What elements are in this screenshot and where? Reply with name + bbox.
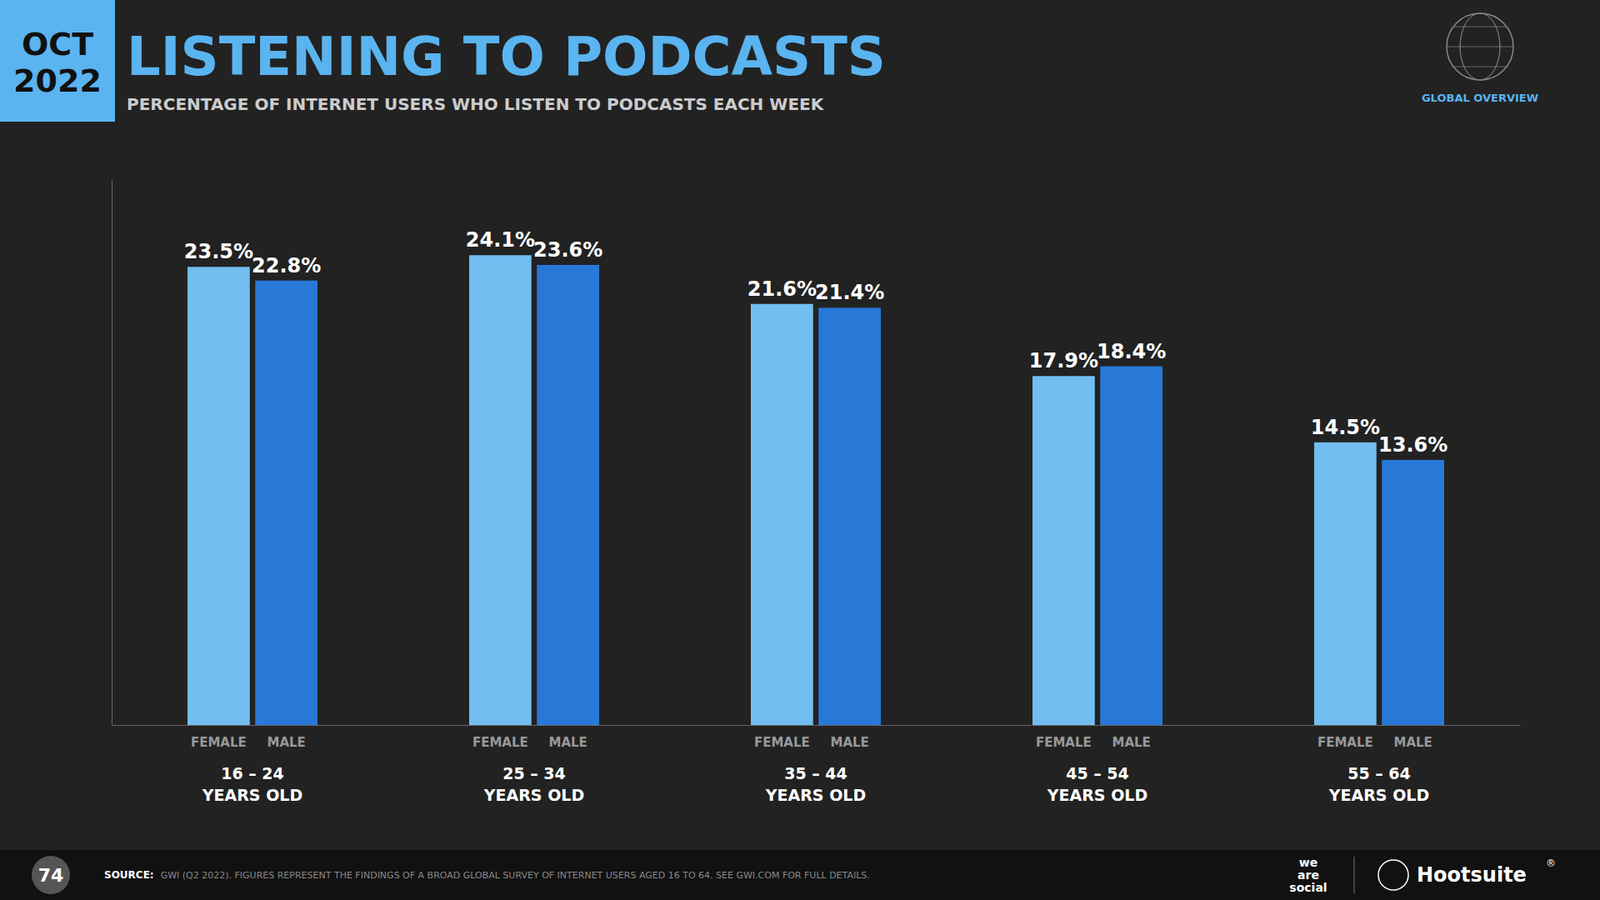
series-labels: FEMALE FEMALE FEMALE FEMALE FEMALE MALE MALE MA…	[190, 735, 1433, 750]
series-label: MALE	[1393, 735, 1432, 750]
global-overview: GLOBAL OVERVIEW	[1421, 91, 1539, 105]
text-line: 25 – 34	[502, 764, 566, 783]
series-label: MALE	[1111, 735, 1150, 750]
bar	[818, 307, 881, 725]
globe-icon	[1446, 13, 1514, 80]
data-label: 17.9%	[1029, 349, 1099, 373]
x-tick-label: 45 – 54 YEARS OLD	[1046, 764, 1148, 805]
globe-latitude	[1446, 46, 1514, 48]
text-line: YEARS OLD	[201, 785, 303, 805]
bar	[187, 266, 250, 725]
bar	[1032, 375, 1095, 725]
text-line: are	[1297, 868, 1320, 882]
globe-latitude	[1453, 66, 1507, 68]
series-label: FEMALE	[1035, 735, 1092, 750]
date-label: OCT2022	[13, 25, 102, 100]
page-number: 74	[38, 865, 65, 886]
bar	[1100, 366, 1163, 725]
text-line: YEARS OLD	[483, 785, 585, 805]
series-label: FEMALE	[190, 735, 247, 750]
text-line: 55 – 64	[1347, 764, 1411, 783]
x-tick: 25 – 34 YEARS OLD	[483, 764, 585, 805]
bar	[1381, 460, 1445, 725]
title: LISTENING TO PODCASTS	[126, 25, 886, 88]
x-tick-label: 16 – 24 YEARS OLD	[201, 764, 303, 805]
series-label: MALE	[266, 735, 305, 750]
series-label: MALE	[830, 735, 869, 750]
text-line: 2022	[13, 62, 102, 100]
logo-separator	[1353, 856, 1355, 894]
bar	[536, 265, 600, 725]
x-tick: 55 – 64 YEARS OLD	[1328, 764, 1430, 805]
x-tick-label: 25 – 34 YEARS OLD	[483, 764, 585, 805]
source-label: SOURCE:	[104, 869, 155, 881]
y-axis-line	[111, 180, 113, 726]
x-tick-label: 55 – 64 YEARS OLD	[1328, 764, 1430, 805]
data-label: 14.5%	[1310, 415, 1380, 440]
series-label: FEMALE	[1317, 735, 1374, 750]
bar	[1314, 442, 1377, 725]
data-label: 13.6%	[1378, 433, 1448, 457]
text-line: 45 – 54	[1065, 764, 1130, 783]
x-tick: 45 – 54 YEARS OLD	[1046, 764, 1148, 805]
logo-we-are-social: wearesocial	[1289, 855, 1327, 895]
page-number-badge	[31, 855, 70, 895]
source-text: GWI (Q2 2022). FIGURES REPRESENT THE FIN…	[160, 870, 870, 881]
text-line: 16 – 24	[220, 764, 285, 783]
series-label: FEMALE	[472, 735, 529, 750]
data-label: 24.1%	[465, 228, 535, 252]
x-tick-label: 35 – 44 YEARS OLD	[765, 764, 866, 805]
globe-latitude	[1453, 26, 1507, 28]
globe-longitude	[1480, 13, 1481, 80]
data-label: 21.4%	[815, 280, 885, 305]
text-line: social	[1289, 880, 1327, 895]
x-axis: 16 – 24 YEARS OLD 25 – 34 YEARS OLD 35 – 44 Y…	[112, 725, 1521, 805]
data-label: 23.6%	[533, 238, 603, 262]
data-label: 21.6%	[747, 277, 817, 301]
footer-bar	[0, 850, 1600, 900]
logo-registered: ®	[1545, 857, 1556, 870]
data-label: 23.5%	[184, 240, 254, 264]
globe-longitude	[1460, 13, 1500, 80]
logo-hootsuite: Hootsuite	[1416, 863, 1527, 887]
data-label: 18.4%	[1096, 340, 1166, 364]
text-line: YEARS OLD	[1328, 785, 1430, 805]
text-line: YEARS OLD	[765, 785, 866, 805]
background	[0, 0, 1600, 900]
y-axis	[111, 180, 113, 726]
bar	[469, 255, 532, 725]
series-label: MALE	[548, 735, 587, 750]
x-axis-line	[112, 725, 1521, 726]
text-line: we	[1299, 855, 1318, 870]
globe-outline	[1446, 13, 1514, 80]
data-label: 22.8%	[251, 254, 321, 278]
text-line: OCT	[21, 25, 94, 63]
series-label: FEMALE	[754, 735, 810, 750]
text-line: YEARS OLD	[1046, 785, 1148, 805]
chart-svg: OCT2022 LISTENING TO PODCASTS PERCENTAGE O…	[0, 0, 1600, 900]
text-line: 35 – 44	[784, 764, 848, 783]
date-box	[0, 0, 115, 122]
x-tick: 16 – 24 YEARS OLD	[201, 764, 303, 805]
bars	[187, 255, 1445, 725]
bar	[255, 280, 318, 725]
data-labels: 23.5% 24.1% 21.6% 17.9% 14.5% 22.8% 23.6% 21.4%…	[184, 228, 1449, 457]
bar	[750, 304, 814, 725]
x-tick: 35 – 44 YEARS OLD	[765, 764, 866, 805]
subtitle: PERCENTAGE OF INTERNET USERS WHO LISTEN …	[126, 94, 825, 115]
logo-owl	[1378, 860, 1409, 890]
